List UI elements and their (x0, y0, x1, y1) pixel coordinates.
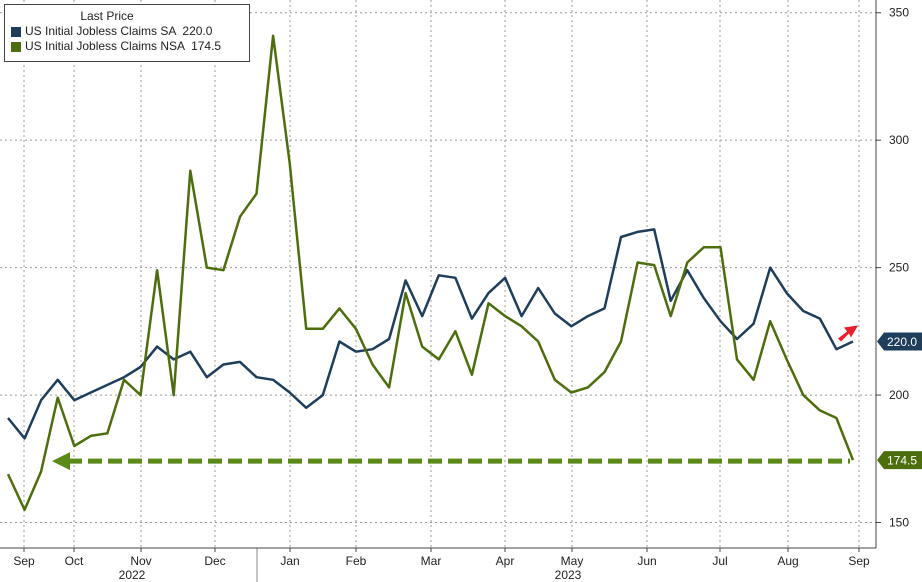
last-value-label-sa: 220.0 (887, 335, 917, 349)
year-label: 2023 (555, 568, 582, 582)
y-tick-label: 300 (889, 133, 909, 147)
legend-item-nsa: US Initial Jobless Claims NSA 174.5 (11, 39, 243, 54)
y-tick-label: 200 (889, 388, 909, 402)
series-line-sa (7, 228, 854, 440)
annotations (52, 325, 858, 471)
legend-value-sa: 220.0 (182, 24, 213, 38)
x-tick-label: Jan (280, 554, 299, 568)
gridlines (0, 0, 876, 548)
x-tick-label: Sep (848, 554, 870, 568)
tick-labels: 150 200 250 300 350 Sep Oct Nov Dec Jan Feb Mar Apr M… (13, 6, 922, 582)
x-tick-label: Sep (13, 554, 35, 568)
last-value-tag-nsa (877, 451, 922, 470)
x-tick-label: Mar (421, 554, 442, 568)
legend-swatch-nsa (11, 41, 21, 52)
legend-item-sa: US Initial Jobless Claims SA 220.0 (11, 24, 243, 39)
dashed-arrow-head (52, 452, 70, 471)
last-value-tag-sa (877, 332, 922, 351)
axes (0, 0, 881, 582)
year-label: 2022 (119, 568, 146, 582)
y-tick-label: 150 (889, 516, 909, 530)
x-tick-label: Dec (204, 554, 225, 568)
series-line-nsa (6, 34, 855, 512)
legend-label-sa: US Initial Jobless Claims SA (25, 24, 177, 38)
y-tick-label: 350 (889, 6, 909, 20)
x-tick-label: May (561, 554, 584, 568)
x-tick-label: Oct (65, 554, 84, 568)
chart-legend: Last Price US Initial Jobless Claims SA … (4, 4, 250, 62)
legend-value-nsa: 174.5 (191, 39, 222, 53)
red-arrow (838, 325, 858, 342)
x-tick-label: Jul (712, 554, 727, 568)
series-lines (6, 34, 855, 512)
legend-swatch-sa (11, 26, 21, 37)
y-tick-label: 250 (889, 261, 909, 275)
x-tick-label: Jun (637, 554, 656, 568)
x-tick-label: Aug (777, 554, 798, 568)
legend-label-nsa: US Initial Jobless Claims NSA (25, 39, 186, 53)
legend-title: Last Price (80, 9, 134, 23)
x-tick-label: Feb (346, 554, 367, 568)
x-tick-label: Apr (496, 554, 515, 568)
x-tick-label: Nov (130, 554, 151, 568)
last-value-label-nsa: 174.5 (887, 454, 917, 468)
